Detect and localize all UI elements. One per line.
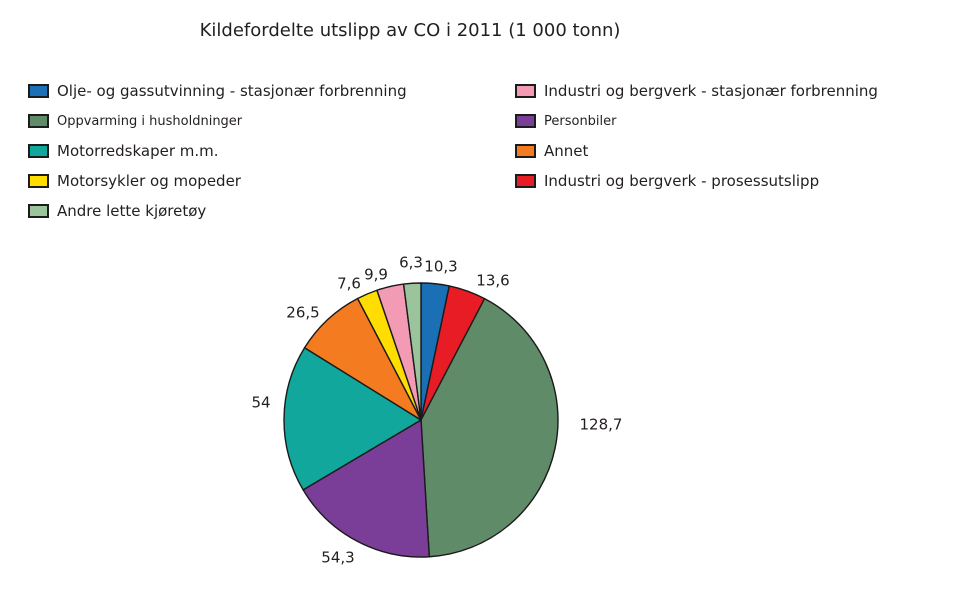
legend-swatch xyxy=(515,84,536,98)
slice-value-label: 54 xyxy=(251,394,270,412)
legend-label: Andre lette kjøretøy xyxy=(57,202,207,220)
legend-item: Olje- og gassutvinning - stasjonær forbr… xyxy=(28,76,407,106)
pie-slice xyxy=(402,282,422,421)
slice-value-label: 6,3 xyxy=(399,254,423,272)
legend-label: Industri og bergverk - prosessutslipp xyxy=(544,172,820,190)
legend-item: Motorredskaper m.m. xyxy=(28,136,407,166)
slice-value-label: 7,6 xyxy=(337,275,361,293)
slice-value-label: 10,3 xyxy=(424,258,457,276)
slice-value-label: 13,6 xyxy=(476,272,509,290)
slice-value-label: 128,7 xyxy=(580,416,623,434)
legend-item: Industri og bergverk - prosessutslipp xyxy=(515,166,878,196)
legend-column-0: Olje- og gassutvinning - stasjonær forbr… xyxy=(28,76,407,226)
pie-slice xyxy=(420,297,559,558)
pie-slice xyxy=(283,347,422,491)
slice-value-label: 54,3 xyxy=(321,549,354,567)
legend-item: Industri og bergverk - stasjonær forbren… xyxy=(515,76,878,106)
pie-slice xyxy=(302,419,430,558)
legend-label: Oppvarming i husholdninger xyxy=(57,113,243,129)
legend-swatch xyxy=(28,204,49,218)
legend-item: Motorsykler og mopeder xyxy=(28,166,407,196)
legend-item: Personbiler xyxy=(515,106,878,136)
legend-label: Annet xyxy=(544,142,589,160)
legend-column-1: Industri og bergverk - stasjonær forbren… xyxy=(515,76,878,196)
legend-swatch xyxy=(515,144,536,158)
legend-swatch xyxy=(28,174,49,188)
legend-label: Industri og bergverk - stasjonær forbren… xyxy=(544,82,878,100)
legend-label: Motorredskaper m.m. xyxy=(57,142,219,160)
legend-label: Personbiler xyxy=(544,113,617,129)
legend-label: Olje- og gassutvinning - stasjonær forbr… xyxy=(57,82,407,100)
slice-value-label: 26,5 xyxy=(286,304,319,322)
legend-label: Motorsykler og mopeder xyxy=(57,172,241,190)
legend-item: Andre lette kjøretøy xyxy=(28,196,407,226)
legend-swatch xyxy=(28,114,49,128)
slice-value-label: 9,9 xyxy=(364,266,388,284)
legend-item: Annet xyxy=(515,136,878,166)
legend-swatch xyxy=(515,114,536,128)
legend-swatch xyxy=(28,84,49,98)
legend-swatch xyxy=(28,144,49,158)
legend-item: Oppvarming i husholdninger xyxy=(28,106,407,136)
chart-title: Kildefordelte utslipp av CO i 2011 (1 00… xyxy=(199,20,621,41)
legend-swatch xyxy=(515,174,536,188)
